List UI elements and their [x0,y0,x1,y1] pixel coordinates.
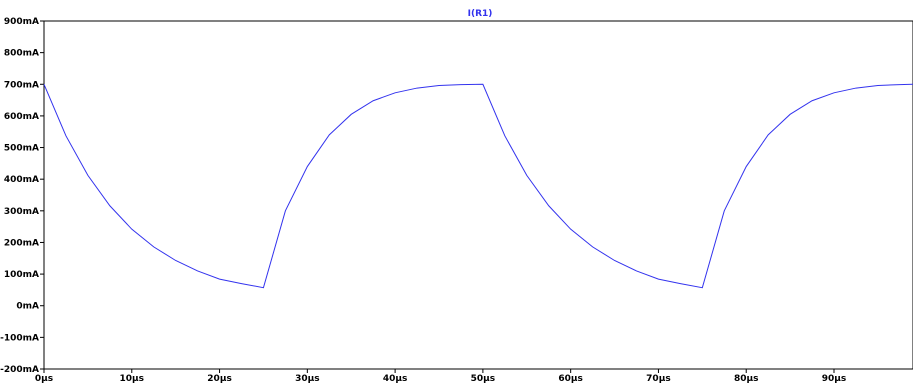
y-tick-label: 500mA [4,144,39,154]
y-tick-label: 300mA [4,207,39,217]
y-tick-label: 200mA [4,238,39,248]
y-tick-label: 800mA [4,49,39,59]
x-tick-label: 70µs [646,374,671,383]
y-tick-label: -200mA [0,365,39,375]
trace-title[interactable]: I(R1) [468,9,493,19]
series-line-i-r1 [43,83,913,289]
y-axis: 900mA 800mA 700mA 600mA 500mA 400mA 300mA 200mA… [0,17,44,375]
x-tick-label: 40µs [383,374,408,383]
y-tick-label: 100mA [4,270,39,280]
y-tick-label: 900mA [4,17,39,27]
y-tick-label: 600mA [4,112,39,122]
y-tick-label: 400mA [4,175,39,185]
x-tick-label: 90µs [822,374,847,383]
x-tick-label: 20µs [207,374,232,383]
y-tick-label: -100mA [0,333,39,343]
x-tick-label: 10µs [120,374,145,383]
x-axis: 0µs 10µs 20µs 30µs 40µs 50µs 60µs 70µs 80µs 90µs [35,369,846,383]
x-tick-label: 30µs [295,374,320,383]
x-tick-label: 80µs [734,374,759,383]
x-tick-label: 0µs [35,374,53,383]
x-tick-label: 50µs [471,374,496,383]
y-tick-label: 0mA [16,302,39,312]
y-tick-label: 700mA [4,80,39,90]
plot-area [43,20,913,370]
x-tick-label: 60µs [558,374,583,383]
